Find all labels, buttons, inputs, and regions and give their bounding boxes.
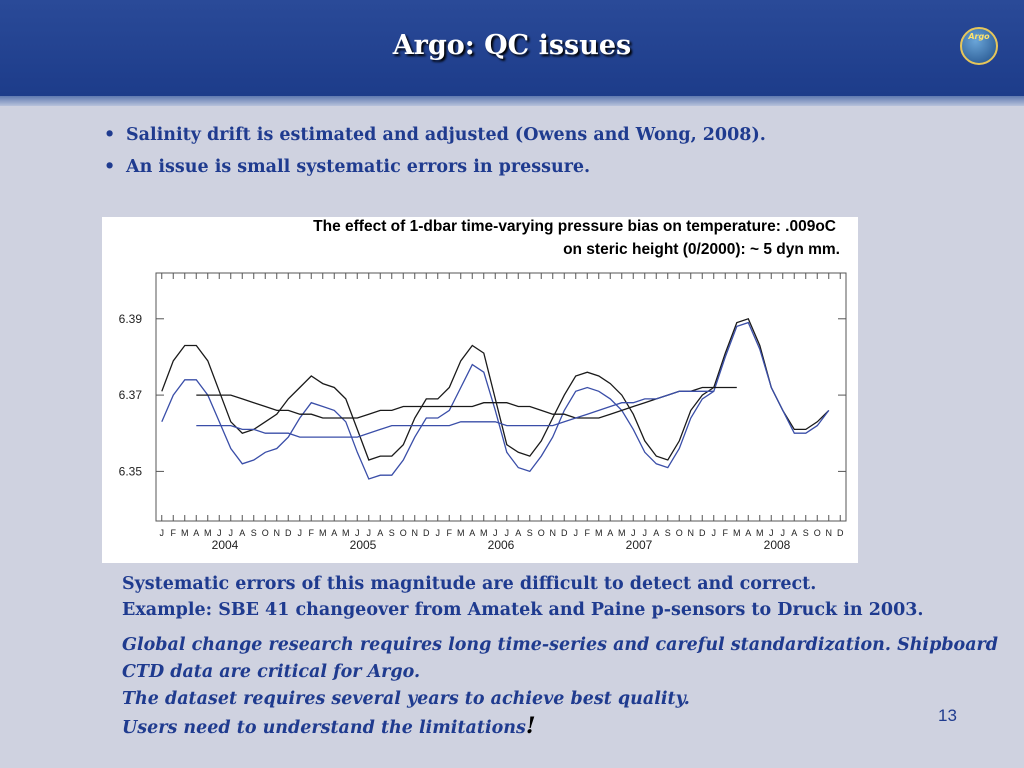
month-tick-label: A xyxy=(469,528,475,538)
month-tick-label: F xyxy=(723,528,729,538)
year-tick-label: 2008 xyxy=(764,538,791,552)
month-tick-label: N xyxy=(550,528,557,538)
month-tick-label: S xyxy=(665,528,671,538)
month-tick-label: D xyxy=(285,528,292,538)
month-tick-label: J xyxy=(367,528,372,538)
month-tick-label: M xyxy=(342,528,350,538)
month-tick-label: A xyxy=(377,528,383,538)
month-tick-label: S xyxy=(803,528,809,538)
body-line: Systematic errors of this magnitude are … xyxy=(122,574,817,594)
month-tick-label: A xyxy=(653,528,659,538)
month-tick-label: J xyxy=(436,528,441,538)
body-text: Systematic errors of this magnitude are … xyxy=(122,571,924,623)
month-tick-label: M xyxy=(204,528,212,538)
year-tick-label: 2005 xyxy=(350,538,377,552)
month-tick-label: O xyxy=(262,528,269,538)
month-tick-label: D xyxy=(837,528,844,538)
month-tick-label: M xyxy=(618,528,626,538)
month-tick-label: J xyxy=(631,528,636,538)
chart-caption-line-1: The effect of 1-dbar time-varying pressu… xyxy=(313,218,836,235)
month-tick-label: F xyxy=(171,528,177,538)
month-tick-label: J xyxy=(712,528,717,538)
year-tick-label: 2007 xyxy=(626,538,653,552)
month-tick-label: A xyxy=(791,528,797,538)
italic-line: Global change research requires long tim… xyxy=(122,635,999,655)
month-tick-label: O xyxy=(676,528,683,538)
italic-line: CTD data are critical for Argo. xyxy=(122,662,421,682)
month-tick-label: A xyxy=(193,528,199,538)
series-line-black xyxy=(161,317,830,461)
month-tick-label: J xyxy=(643,528,648,538)
month-tick-label: M xyxy=(756,528,764,538)
year-tick-label: 2006 xyxy=(488,538,515,552)
y-tick-label: 6.35 xyxy=(119,464,143,478)
body-line: Example: SBE 41 changeover from Amatek a… xyxy=(122,600,924,620)
bullet-item: An issue is small systematic errors in p… xyxy=(104,157,766,177)
month-tick-label: J xyxy=(355,528,360,538)
chart-caption-line-2: on steric height (0/2000): ~ 5 dyn mm. xyxy=(563,241,840,258)
month-tick-label: J xyxy=(769,528,774,538)
month-tick-label: M xyxy=(181,528,189,538)
month-tick-label: N xyxy=(274,528,281,538)
header-stripe xyxy=(0,96,1024,106)
month-tick-label: M xyxy=(733,528,741,538)
month-tick-label: D xyxy=(561,528,568,538)
series-line-black xyxy=(196,386,737,419)
bullet-item: Salinity drift is estimated and adjusted… xyxy=(104,125,766,145)
month-tick-label: J xyxy=(781,528,786,538)
month-tick-label: J xyxy=(229,528,234,538)
y-tick-label: 6.39 xyxy=(119,312,143,326)
month-tick-label: S xyxy=(251,528,257,538)
bullet-list: Salinity drift is estimated and adjusted… xyxy=(104,125,766,189)
month-tick-label: N xyxy=(688,528,695,538)
series-line-blue xyxy=(161,321,830,480)
year-tick-label: 2004 xyxy=(212,538,239,552)
page-number: 13 xyxy=(938,706,957,725)
month-tick-label: A xyxy=(239,528,245,538)
month-tick-label: A xyxy=(331,528,337,538)
month-tick-label: S xyxy=(527,528,533,538)
month-tick-label: A xyxy=(515,528,521,538)
month-tick-label: N xyxy=(826,528,833,538)
exclamation-mark: ! xyxy=(525,713,536,739)
month-tick-label: N xyxy=(412,528,419,538)
slide-title: Argo: QC issues xyxy=(392,30,632,61)
series-line-blue xyxy=(196,390,714,438)
month-tick-label: M xyxy=(480,528,488,538)
month-tick-label: J xyxy=(160,528,165,538)
month-tick-label: O xyxy=(538,528,545,538)
month-tick-label: A xyxy=(745,528,751,538)
month-tick-label: O xyxy=(814,528,821,538)
slide-header xyxy=(0,0,1024,96)
month-tick-label: S xyxy=(389,528,395,538)
month-tick-label: D xyxy=(423,528,430,538)
month-tick-label: M xyxy=(319,528,327,538)
month-tick-label: F xyxy=(585,528,591,538)
logo-text: Argo xyxy=(968,32,990,41)
month-tick-label: M xyxy=(457,528,465,538)
month-tick-label: J xyxy=(505,528,510,538)
italic-line: The dataset requires several years to ac… xyxy=(122,689,690,709)
month-tick-label: D xyxy=(699,528,706,538)
y-tick-label: 6.37 xyxy=(119,388,143,402)
month-tick-label: J xyxy=(574,528,579,538)
argo-logo-icon: Argo xyxy=(960,27,998,65)
month-tick-label: F xyxy=(447,528,453,538)
month-tick-label: M xyxy=(595,528,603,538)
month-tick-label: J xyxy=(217,528,222,538)
month-tick-label: A xyxy=(607,528,613,538)
month-tick-label: O xyxy=(400,528,407,538)
month-tick-label: J xyxy=(298,528,303,538)
italic-text: Global change research requires long tim… xyxy=(122,632,998,742)
month-tick-label: J xyxy=(493,528,498,538)
month-tick-label: F xyxy=(309,528,315,538)
plot-frame xyxy=(155,272,847,522)
italic-line: Users need to understand the limitations… xyxy=(122,713,998,742)
italic-line-text: Users need to understand the limitations xyxy=(122,718,526,738)
